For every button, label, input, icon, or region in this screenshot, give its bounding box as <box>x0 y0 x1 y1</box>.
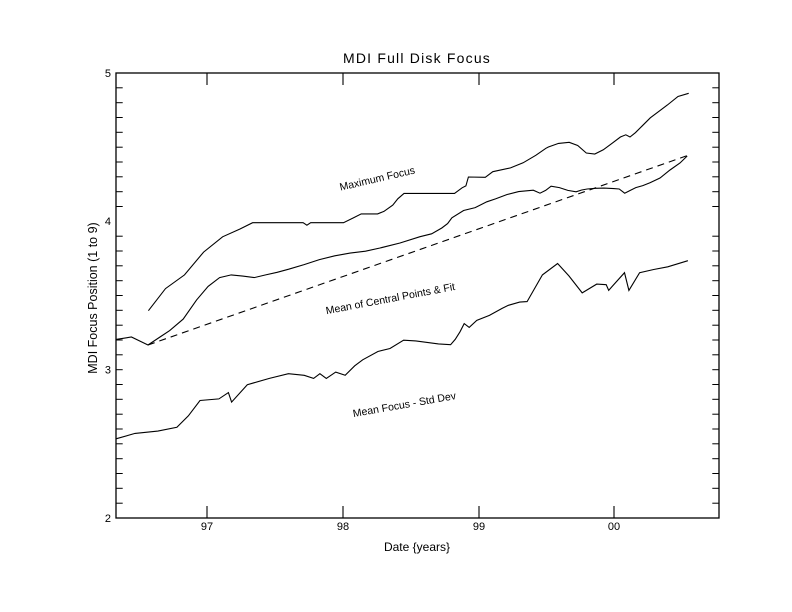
svg-text:3: 3 <box>105 365 111 377</box>
svg-text:Date {years}: Date {years} <box>384 540 450 554</box>
svg-text:5: 5 <box>105 68 111 80</box>
svg-text:00: 00 <box>608 521 620 533</box>
svg-text:MDI Full Disk Focus: MDI Full Disk Focus <box>343 50 491 66</box>
svg-text:4: 4 <box>105 216 111 228</box>
svg-text:99: 99 <box>473 521 485 533</box>
svg-text:97: 97 <box>201 521 213 533</box>
svg-text:98: 98 <box>337 521 349 533</box>
svg-text:MDI Focus Position (1 to 9): MDI Focus Position (1 to 9) <box>86 222 100 373</box>
svg-text:2: 2 <box>105 513 111 525</box>
